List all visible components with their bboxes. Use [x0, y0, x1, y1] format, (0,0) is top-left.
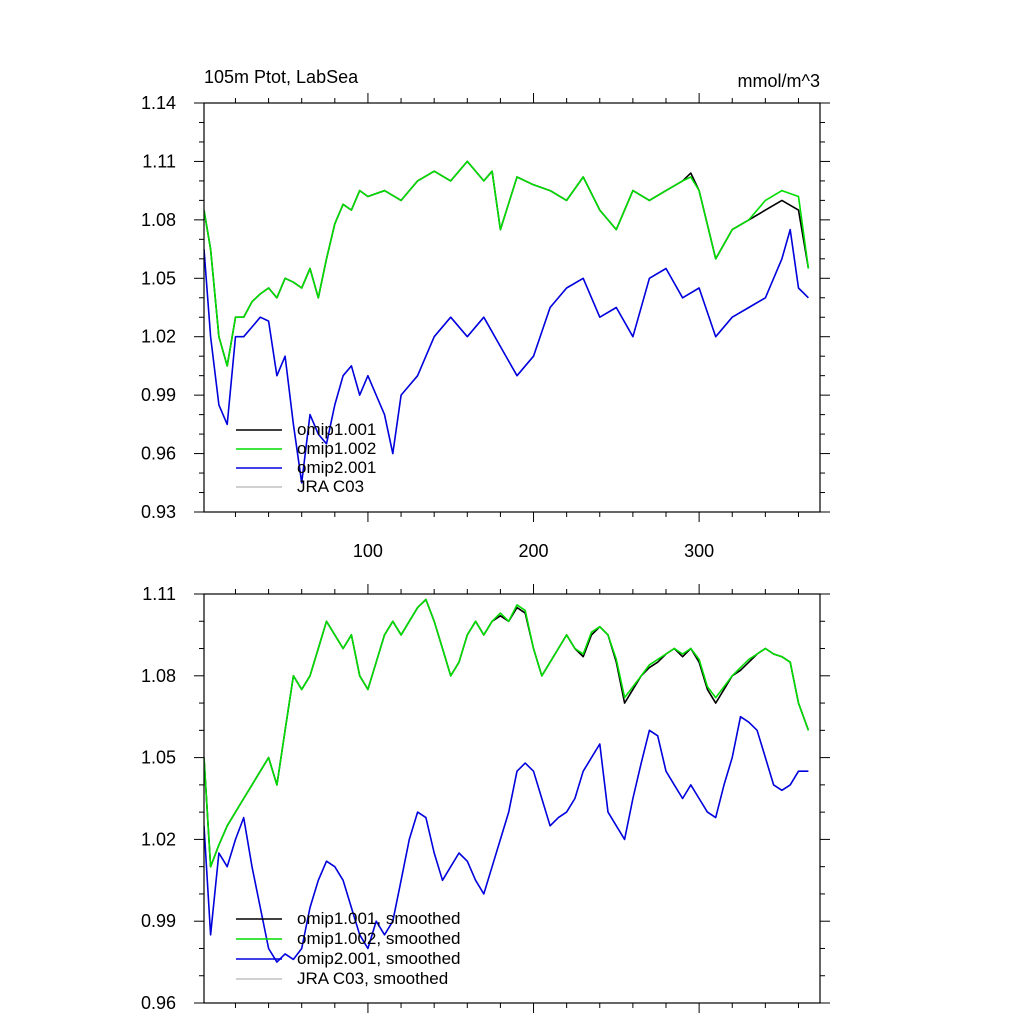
y-tick-label: 1.05	[141, 748, 176, 768]
y-tick-label: 1.02	[141, 327, 176, 347]
y-tick-label: 1.11	[142, 151, 176, 171]
y-tick-label: 0.96	[141, 993, 176, 1013]
series-line-omip1-002	[204, 160, 810, 367]
plot-frame	[203, 102, 821, 513]
y-tick-label: 1.02	[141, 829, 176, 849]
x-tick-label: 200	[519, 541, 549, 561]
y-tick-label: 1.11	[142, 584, 176, 604]
series-line-omip1-002-smoothed	[204, 598, 810, 868]
chart-title: 105m Ptot, LabSea	[204, 67, 359, 87]
series-line-omip2-001-smoothed	[204, 715, 809, 963]
series-line-omip1-001-smoothed	[204, 598, 810, 868]
series-line-omip2-001	[204, 228, 809, 484]
y-tick-label: 1.14	[141, 93, 176, 113]
bottom-panel: 0.96 0.99 1.02 1.05 1.08 1.11 omip1.001, smoot…	[141, 584, 830, 1013]
legend-label: omip2.001	[297, 458, 376, 477]
plot-frame	[203, 593, 821, 1004]
y-tick-label: 1.08	[141, 210, 176, 230]
units-label: mmol/m^3	[738, 71, 820, 91]
legend-label: JRA C03	[297, 477, 364, 496]
y-tick-label: 0.99	[141, 385, 176, 405]
legend-label: omip1.002, smoothed	[297, 929, 461, 948]
top-panel: 0.93 0.96 0.99 1.02 1.05 1.08 1.11 1.14 100 200 30…	[141, 67, 830, 561]
legend-label: omip2.001, smoothed	[297, 949, 461, 968]
legend-label: omip1.002	[297, 439, 376, 458]
y-tick-label: 1.08	[141, 666, 176, 686]
legend-label: omip1.001, smoothed	[297, 909, 461, 928]
y-tick-label: 0.93	[141, 502, 176, 522]
y-tick-label: 0.99	[141, 911, 176, 931]
x-tick-label: 300	[684, 541, 714, 561]
legend-label: omip1.001	[297, 420, 376, 439]
y-tick-label: 1.05	[141, 268, 176, 288]
legend-label: JRA C03, smoothed	[297, 969, 448, 988]
y-tick-label: 0.96	[141, 444, 176, 464]
x-tick-label: 100	[353, 541, 383, 561]
